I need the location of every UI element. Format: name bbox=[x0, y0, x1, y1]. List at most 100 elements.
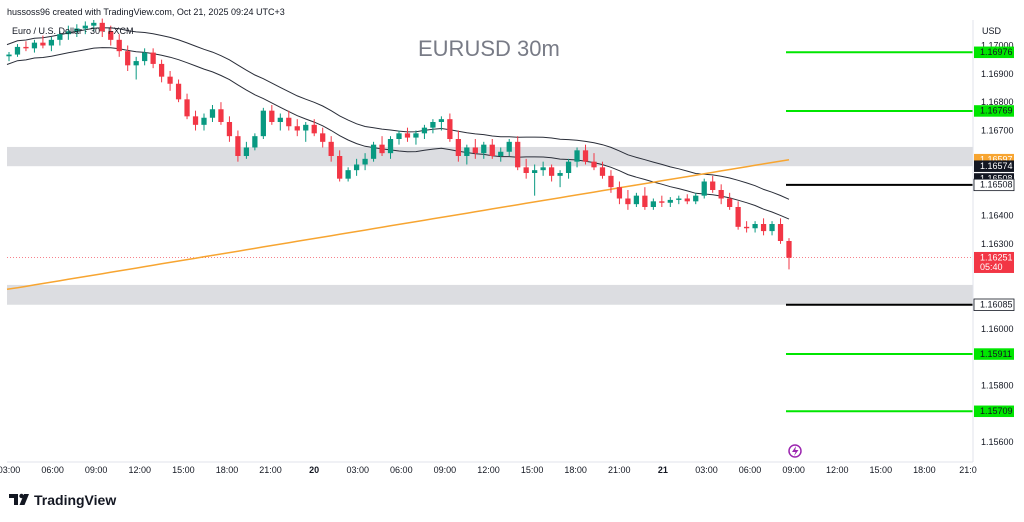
candle-body bbox=[642, 195, 648, 207]
candle-body bbox=[430, 122, 436, 128]
candle bbox=[633, 192, 640, 207]
time-tick-label: 12:00 bbox=[477, 465, 500, 475]
time-tick-label: 15:00 bbox=[870, 465, 893, 475]
price-tick-label: 1.15600 bbox=[981, 437, 1014, 447]
candle bbox=[48, 37, 55, 52]
candle-body bbox=[498, 151, 504, 156]
candle-body bbox=[447, 119, 453, 139]
candle bbox=[540, 161, 546, 176]
candle-body bbox=[235, 136, 241, 156]
candle bbox=[565, 158, 572, 179]
alert-icon[interactable] bbox=[788, 444, 802, 458]
candle bbox=[430, 119, 436, 134]
candle-body bbox=[311, 124, 317, 134]
time-tick-label: 21:0 bbox=[959, 465, 977, 475]
candle-body bbox=[387, 139, 394, 154]
candle bbox=[710, 175, 716, 193]
chart-title: EURUSD 30m bbox=[418, 36, 560, 61]
candle bbox=[727, 192, 733, 210]
candle-body bbox=[74, 28, 80, 32]
candle-body bbox=[760, 224, 767, 232]
symbol-label[interactable]: Euro / U.S. Dollar · 30 · FXCM bbox=[12, 26, 134, 36]
attribution-text: hussoss96 created with TradingView.com, … bbox=[7, 7, 285, 17]
candle-body bbox=[404, 133, 411, 138]
time-tick-label: 18:00 bbox=[216, 465, 239, 475]
candle bbox=[523, 158, 529, 179]
candle-body bbox=[218, 109, 224, 122]
tradingview-logo-icon bbox=[9, 493, 29, 505]
candle bbox=[625, 190, 631, 210]
candle-body bbox=[125, 51, 131, 66]
candle bbox=[421, 124, 428, 139]
candle bbox=[337, 150, 343, 182]
price-tick-label: 1.16800 bbox=[981, 97, 1014, 107]
candle-body bbox=[370, 144, 377, 159]
time-tick-label: 03:00 bbox=[695, 465, 718, 475]
candle bbox=[506, 139, 512, 156]
candle-body bbox=[167, 76, 173, 84]
candle bbox=[65, 25, 71, 40]
candle bbox=[447, 113, 453, 142]
candle-body bbox=[464, 147, 470, 156]
candle bbox=[108, 25, 114, 46]
candle-body bbox=[718, 190, 724, 199]
tradingview-logo-text: TradingView bbox=[34, 492, 116, 508]
candle-body bbox=[48, 39, 55, 46]
candle bbox=[591, 153, 597, 171]
candle bbox=[31, 39, 38, 53]
candle-body bbox=[362, 158, 368, 165]
candle bbox=[515, 136, 521, 171]
time-tick-label: 21 bbox=[658, 465, 668, 475]
candle-body bbox=[40, 42, 46, 46]
time-tick-label: 20 bbox=[309, 465, 319, 475]
candle-body bbox=[438, 119, 445, 122]
candle bbox=[481, 141, 487, 159]
tradingview-logo[interactable]: TradingView bbox=[9, 492, 116, 508]
candle bbox=[396, 130, 402, 145]
candle-body bbox=[23, 46, 29, 49]
price-axis-ticks[interactable]: 1.17000 1.16900 1.16800 1.16700 1.16400 1.163… bbox=[981, 41, 1014, 448]
candle bbox=[472, 139, 478, 159]
candle bbox=[303, 122, 309, 142]
candle-body bbox=[286, 117, 292, 127]
price-tag-box bbox=[974, 251, 1014, 273]
moving-average-long bbox=[6, 158, 790, 290]
time-tick-label: 12:00 bbox=[826, 465, 849, 475]
zone-band-1 bbox=[7, 284, 973, 305]
candle bbox=[328, 136, 334, 162]
candle bbox=[192, 110, 199, 131]
candle bbox=[252, 133, 258, 151]
price-tag-green: 1.16769 bbox=[974, 105, 1014, 117]
candle-body bbox=[616, 187, 623, 199]
candle-body bbox=[57, 34, 63, 40]
candle bbox=[218, 102, 224, 125]
currency-label[interactable]: USD bbox=[982, 26, 1002, 36]
candle-body bbox=[175, 83, 182, 100]
candle bbox=[6, 52, 12, 62]
candle-body bbox=[532, 170, 538, 173]
time-tick-label: 09:00 bbox=[85, 465, 108, 475]
candle bbox=[718, 184, 724, 205]
candle bbox=[125, 45, 131, 71]
price-tag-label: 1.16769 bbox=[980, 106, 1013, 116]
candle-body bbox=[599, 167, 606, 176]
candle bbox=[286, 110, 292, 131]
candle-body bbox=[676, 198, 682, 200]
candle bbox=[370, 141, 377, 162]
candle-body bbox=[396, 133, 402, 139]
candle bbox=[226, 116, 233, 142]
candle-body bbox=[650, 201, 656, 207]
candle-body bbox=[6, 54, 12, 57]
candle-body bbox=[710, 181, 716, 190]
candle bbox=[455, 130, 461, 162]
candle bbox=[23, 41, 29, 52]
time-axis-ticks[interactable]: 03:00 06:00 09:00 12:00 15:00 18:00 21:00 20 03:… bbox=[0, 465, 977, 475]
price-tag-label: 1.15709 bbox=[980, 406, 1013, 416]
candle-body bbox=[158, 63, 165, 77]
candle-body bbox=[735, 207, 741, 227]
price-tick-label: 1.15800 bbox=[981, 381, 1014, 391]
candle-body bbox=[523, 167, 529, 173]
price-tag-label: 1.16508 bbox=[980, 180, 1013, 190]
